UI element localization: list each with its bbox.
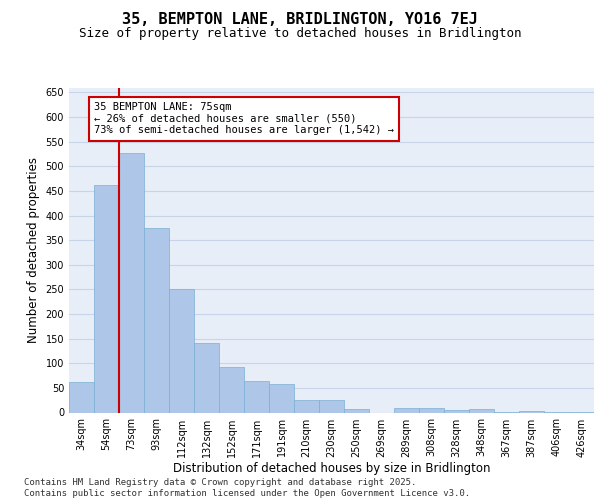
Bar	[269, 384, 294, 412]
Text: Size of property relative to detached houses in Bridlington: Size of property relative to detached ho…	[79, 28, 521, 40]
Bar	[144, 228, 169, 412]
Bar	[319, 400, 344, 412]
Bar	[94, 184, 119, 412]
X-axis label: Distribution of detached houses by size in Bridlington: Distribution of detached houses by size …	[173, 462, 490, 475]
Bar	[194, 342, 219, 412]
Bar	[169, 290, 194, 412]
Bar	[469, 409, 494, 412]
Bar	[394, 408, 419, 412]
Bar	[344, 408, 369, 412]
Bar	[294, 400, 319, 412]
Y-axis label: Number of detached properties: Number of detached properties	[27, 157, 40, 343]
Text: 35, BEMPTON LANE, BRIDLINGTON, YO16 7EJ: 35, BEMPTON LANE, BRIDLINGTON, YO16 7EJ	[122, 12, 478, 28]
Bar	[119, 152, 144, 412]
Text: 35 BEMPTON LANE: 75sqm
← 26% of detached houses are smaller (550)
73% of semi-de: 35 BEMPTON LANE: 75sqm ← 26% of detached…	[94, 102, 394, 136]
Bar	[519, 411, 544, 412]
Bar	[244, 382, 269, 412]
Text: Contains HM Land Registry data © Crown copyright and database right 2025.
Contai: Contains HM Land Registry data © Crown c…	[24, 478, 470, 498]
Bar	[419, 408, 444, 412]
Bar	[444, 410, 469, 412]
Bar	[219, 366, 244, 412]
Bar	[69, 382, 94, 412]
